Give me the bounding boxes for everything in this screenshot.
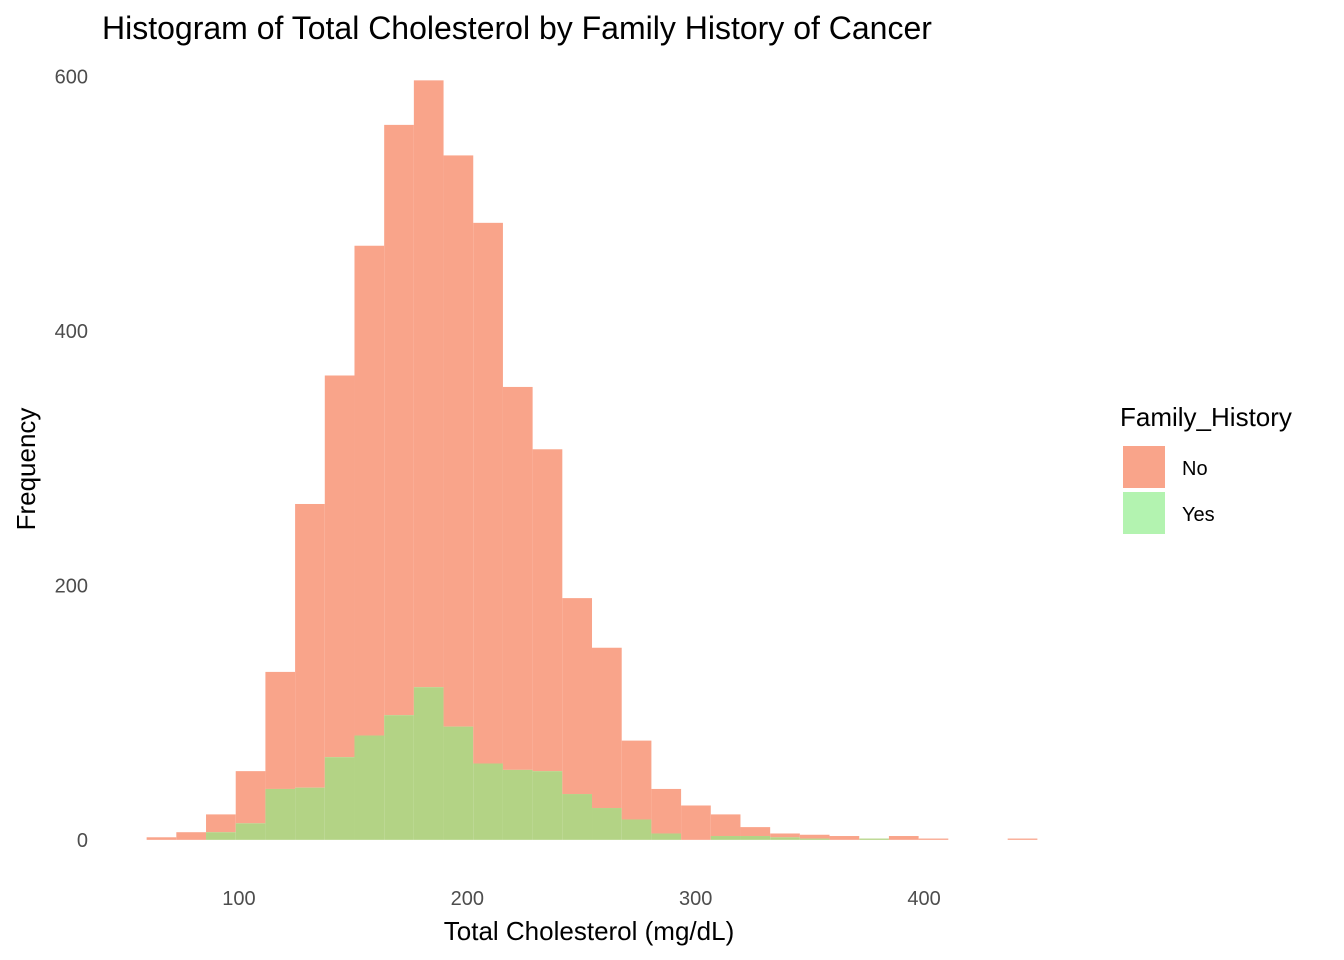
bars-group: [146, 80, 1038, 840]
histogram-bar-no: [740, 827, 771, 837]
histogram-bar-no: [918, 838, 949, 840]
y-tick-label: 600: [55, 67, 88, 89]
histogram-bar-no: [176, 832, 207, 840]
histogram-bar-no: [681, 805, 711, 840]
histogram-bar-overlap: [413, 687, 444, 840]
legend-swatch-yes: [1123, 492, 1165, 534]
histogram-bar-no: [206, 814, 236, 833]
legend: Family_History No Yes: [1120, 402, 1292, 534]
histogram-bar-overlap: [562, 794, 593, 840]
histogram-bar-no: [532, 449, 563, 772]
y-axis-ticks: 0 200 400 600: [55, 67, 88, 852]
histogram-bar-overlap: [295, 787, 325, 840]
histogram-bar-overlap: [324, 757, 355, 840]
chart-title: Histogram of Total Cholesterol by Family…: [102, 10, 932, 46]
x-tick-label: 300: [679, 888, 712, 910]
histogram-bar-no: [295, 503, 325, 788]
x-tick-label: 100: [222, 888, 255, 910]
histogram-bar-no: [621, 740, 652, 820]
x-axis-ticks: 100 200 300 400: [222, 888, 941, 910]
histogram-bar-overlap: [354, 735, 385, 840]
histogram-bar-no: [829, 836, 860, 840]
histogram-bar-no: [562, 598, 593, 795]
legend-title: Family_History: [1120, 402, 1292, 432]
histogram-bar-no: [651, 788, 682, 834]
histogram-bar-no: [324, 375, 355, 758]
histogram-bar-no: [413, 80, 444, 688]
histogram-bar-overlap: [502, 769, 533, 840]
histogram-bar-no: [235, 771, 266, 824]
histogram-bar-overlap: [443, 726, 474, 840]
histogram-bar-overlap: [473, 763, 503, 840]
histogram-bar-overlap: [206, 832, 236, 840]
histogram-bar-overlap: [651, 833, 682, 840]
histogram-bar-no: [354, 245, 385, 736]
histogram-bar-overlap: [265, 788, 296, 840]
histogram-bar-no: [1007, 838, 1038, 840]
legend-items: No Yes: [1123, 446, 1215, 534]
legend-label-yes: Yes: [1182, 504, 1215, 526]
histogram-bar-no: [146, 837, 177, 840]
histogram-bar-overlap: [740, 836, 771, 840]
y-tick-label: 0: [77, 830, 88, 852]
x-axis-title: Total Cholesterol (mg/dL): [444, 916, 734, 946]
histogram-bar-overlap: [859, 838, 889, 840]
histogram-bar-no: [592, 647, 622, 809]
histogram-bar-no: [473, 222, 503, 764]
legend-label-no: No: [1182, 458, 1208, 480]
y-tick-label: 400: [55, 321, 88, 343]
histogram-bar-overlap: [799, 838, 830, 840]
x-tick-label: 200: [451, 888, 484, 910]
histogram-bar-no: [265, 671, 296, 789]
histogram-bar-no: [384, 124, 414, 716]
histogram-bar-no: [888, 836, 919, 840]
histogram-bar-overlap: [235, 823, 266, 840]
y-axis-title: Frequency: [11, 408, 41, 531]
histogram-bar-no: [710, 814, 741, 837]
histogram-bar-overlap: [770, 837, 800, 840]
histogram-bar-overlap: [592, 808, 622, 840]
histogram-bar-no: [799, 834, 830, 839]
histogram-bar-overlap: [621, 819, 652, 840]
y-tick-label: 200: [55, 575, 88, 597]
x-tick-label: 400: [907, 888, 940, 910]
histogram-bar-overlap: [710, 836, 741, 840]
histogram-bar-no: [443, 155, 474, 727]
histogram-bar-overlap: [532, 771, 563, 840]
histogram-bar-overlap: [384, 715, 414, 840]
legend-swatch-no: [1123, 446, 1165, 488]
histogram-bar-no: [770, 833, 800, 838]
histogram-bar-no: [502, 386, 533, 770]
